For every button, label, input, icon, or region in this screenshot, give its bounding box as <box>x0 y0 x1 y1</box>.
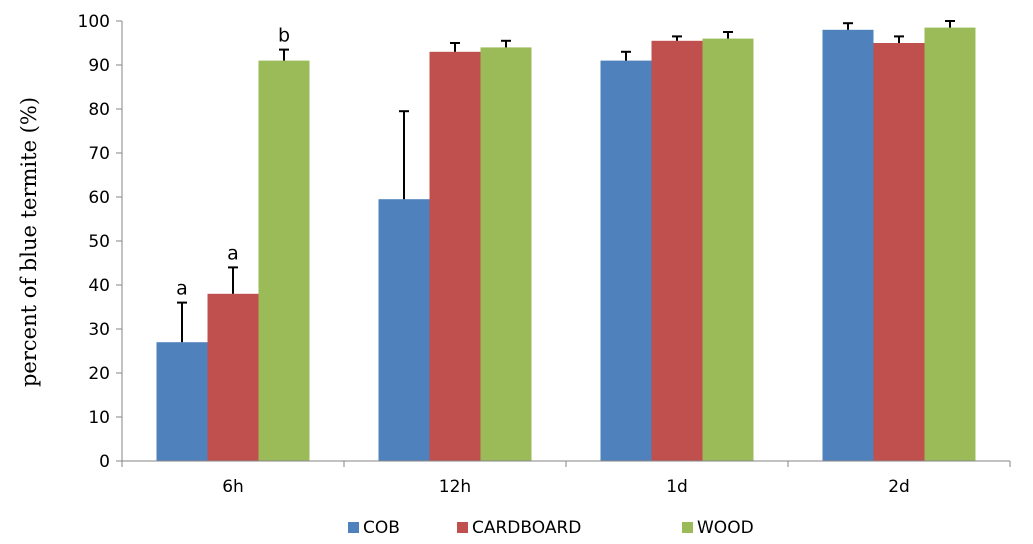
y-tick-label-50: 50 <box>88 232 110 252</box>
bar-cob-6h <box>156 342 208 461</box>
bar-cob-2d <box>822 29 874 462</box>
bar-cardboard-12h <box>429 51 481 462</box>
y-tick-label-40: 40 <box>88 276 110 296</box>
y-tick-label-20: 20 <box>88 364 110 384</box>
x-tick-label-6h: 6h <box>222 477 244 497</box>
legend-swatch-cob <box>348 522 359 533</box>
y-axis-label: percent of blue termite (%) <box>17 97 41 387</box>
bar-cob-12h <box>378 199 430 461</box>
bars-layer <box>156 27 976 462</box>
y-tick-label-90: 90 <box>88 56 110 76</box>
bar-cardboard-6h <box>207 293 259 461</box>
y-tick-label-70: 70 <box>88 144 110 164</box>
y-tick-label-80: 80 <box>88 100 110 120</box>
legend-label-cob: COB <box>363 518 400 538</box>
error-bars-layer <box>177 20 955 343</box>
annotation-cob-6h: a <box>176 278 188 300</box>
annotations-layer: a a b <box>176 25 290 300</box>
legend-swatch-wood <box>682 522 693 533</box>
legend-label-cardboard: CARDBOARD <box>472 518 581 538</box>
bar-wood-6h <box>258 60 310 461</box>
x-tick-label-2d: 2d <box>888 477 910 497</box>
bar-cob-1d <box>600 60 652 461</box>
legend-swatch-cardboard <box>457 522 468 533</box>
x-tick-label-1d: 1d <box>666 477 688 497</box>
bar-wood-1d <box>702 38 754 461</box>
y-tick-label-60: 60 <box>88 188 110 208</box>
bar-wood-12h <box>480 47 532 462</box>
x-tick-label-12h: 12h <box>439 477 471 497</box>
y-tick-label-30: 30 <box>88 320 110 340</box>
axes-layer: 0 10 20 30 40 50 60 70 80 90 100 6h 12h 1d 2d <box>78 12 1011 497</box>
bar-cardboard-1d <box>651 40 703 462</box>
legend-label-wood: WOOD <box>697 518 754 538</box>
bar-cardboard-2d <box>873 43 925 461</box>
bar-wood-2d <box>924 27 976 461</box>
y-tick-label-10: 10 <box>88 408 110 428</box>
legend: COB CARDBOARD WOOD <box>348 518 754 538</box>
annotation-cardboard-6h: a <box>227 242 239 264</box>
y-tick-label-100: 100 <box>78 12 110 32</box>
annotation-wood-6h: b <box>278 25 290 47</box>
y-tick-label-0: 0 <box>99 452 110 472</box>
